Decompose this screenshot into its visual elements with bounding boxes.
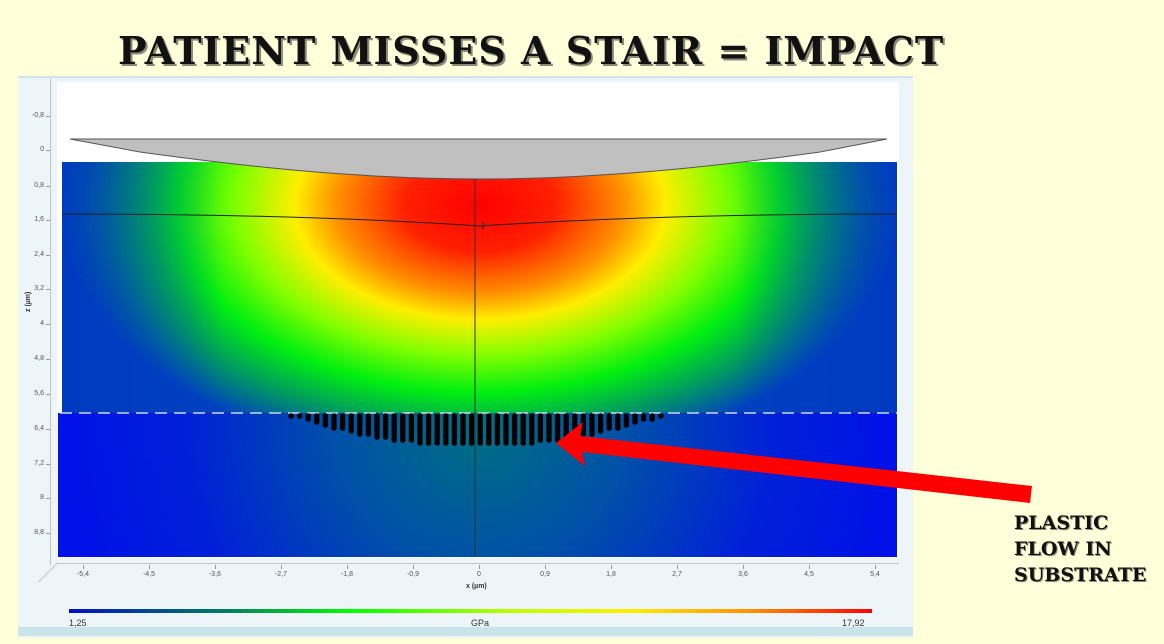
y-tick: 8	[22, 494, 50, 501]
y-tick: 0,8	[22, 182, 50, 189]
annotation-line: PLASTIC	[1014, 512, 1109, 534]
colorbar-max-label: 17,92	[842, 618, 865, 628]
colorbar-unit-label: GPa	[471, 618, 490, 628]
y-tick: 2,4	[22, 251, 50, 258]
colorbar-min-label: 1,25	[69, 618, 87, 628]
slide-title: PATIENT MISSES A STAIR = IMPACT	[118, 28, 945, 73]
y-tick: 4,8	[22, 355, 50, 362]
y-tick: 8,8	[22, 529, 50, 536]
x-tick: 0	[464, 565, 494, 578]
x-tick: 0,9	[530, 565, 560, 578]
x-tick: 3,6	[728, 565, 758, 578]
indenter-shape	[69, 138, 888, 180]
x-axis-line	[57, 563, 899, 564]
x-tick: 1,8	[596, 565, 626, 578]
y-axis-line	[50, 78, 51, 565]
chart-panel-footer	[18, 627, 913, 636]
x-tick: -1,8	[332, 565, 362, 578]
annotation-line: SUBSTRATE	[1014, 564, 1147, 586]
y-axis-label: z (µm)	[25, 291, 32, 312]
y-tick: 6,4	[22, 425, 50, 432]
x-tick: -0,9	[398, 565, 428, 578]
x-tick: -3,6	[200, 565, 230, 578]
x-tick: -4,5	[134, 565, 164, 578]
x-tick: 5,4	[860, 565, 890, 578]
red-arrow-icon	[556, 422, 1032, 503]
x-tick: 2,7	[662, 565, 692, 578]
x-tick: -2,7	[266, 565, 296, 578]
coating-boundary-line	[61, 213, 898, 227]
x-tick: -5,4	[68, 565, 98, 578]
y-tick: 1,6	[22, 216, 50, 223]
annotation-text: PLASTIC FLOW IN SUBSTRATE	[1014, 510, 1146, 588]
x-axis-label: x (µm)	[466, 583, 487, 590]
y-tick: 3,2	[22, 285, 50, 292]
x-tick: 4,5	[794, 565, 824, 578]
y-tick: 7,2	[22, 460, 50, 467]
y-tick: 5,6	[22, 390, 50, 397]
coating-layer	[62, 162, 897, 413]
y-tick: 0	[22, 146, 50, 153]
y-tick: -0,8	[22, 112, 50, 119]
y-tick: 4	[22, 320, 50, 327]
annotation-line: FLOW IN	[1014, 538, 1112, 560]
colorbar	[69, 609, 872, 613]
